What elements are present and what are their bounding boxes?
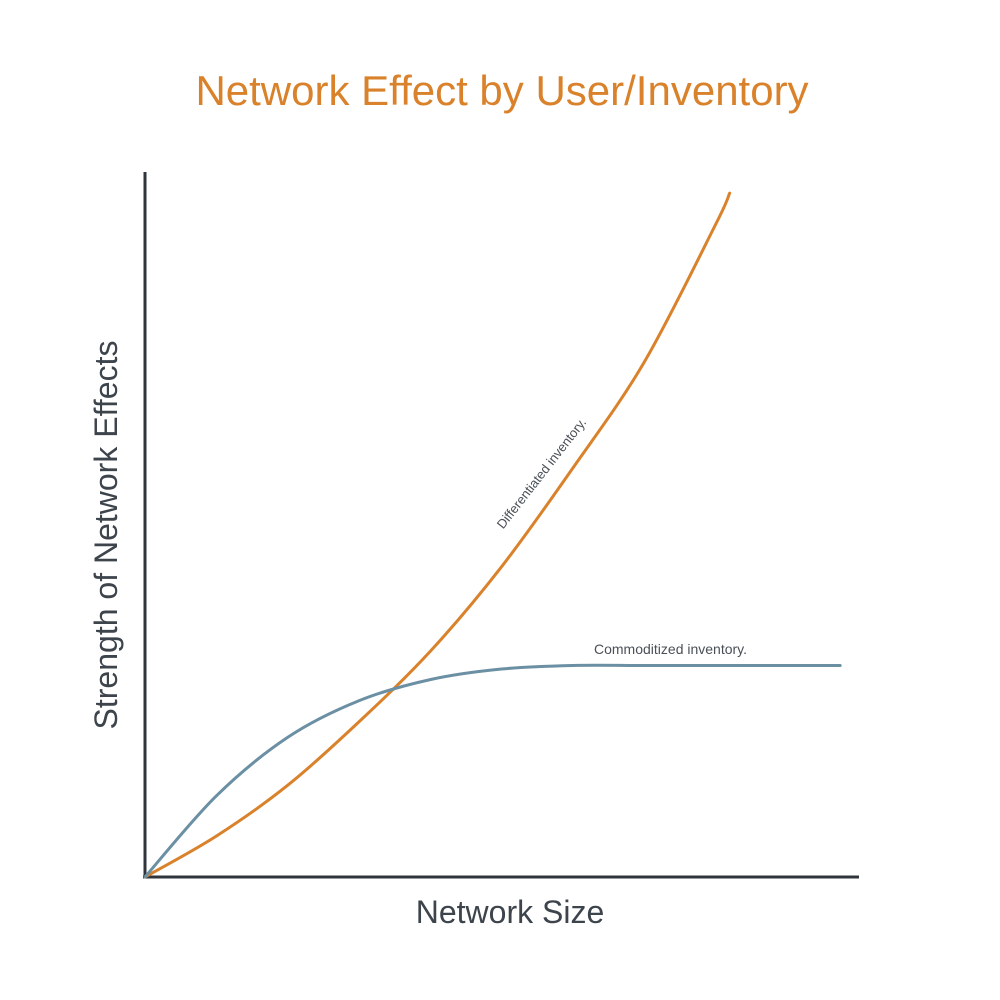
y-axis-label: Strength of Network Effects — [88, 341, 124, 730]
series-line-differentiated — [143, 191, 732, 879]
series-layer — [143, 191, 842, 879]
series-label-commoditized: Commoditized inventory. — [594, 641, 747, 657]
series-label-layer: Differentiated inventory.Commoditized in… — [494, 415, 747, 657]
series-line-commoditized — [143, 663, 842, 879]
x-axis-label: Network Size — [416, 894, 605, 930]
chart-title: Network Effect by User/Inventory — [195, 67, 808, 114]
